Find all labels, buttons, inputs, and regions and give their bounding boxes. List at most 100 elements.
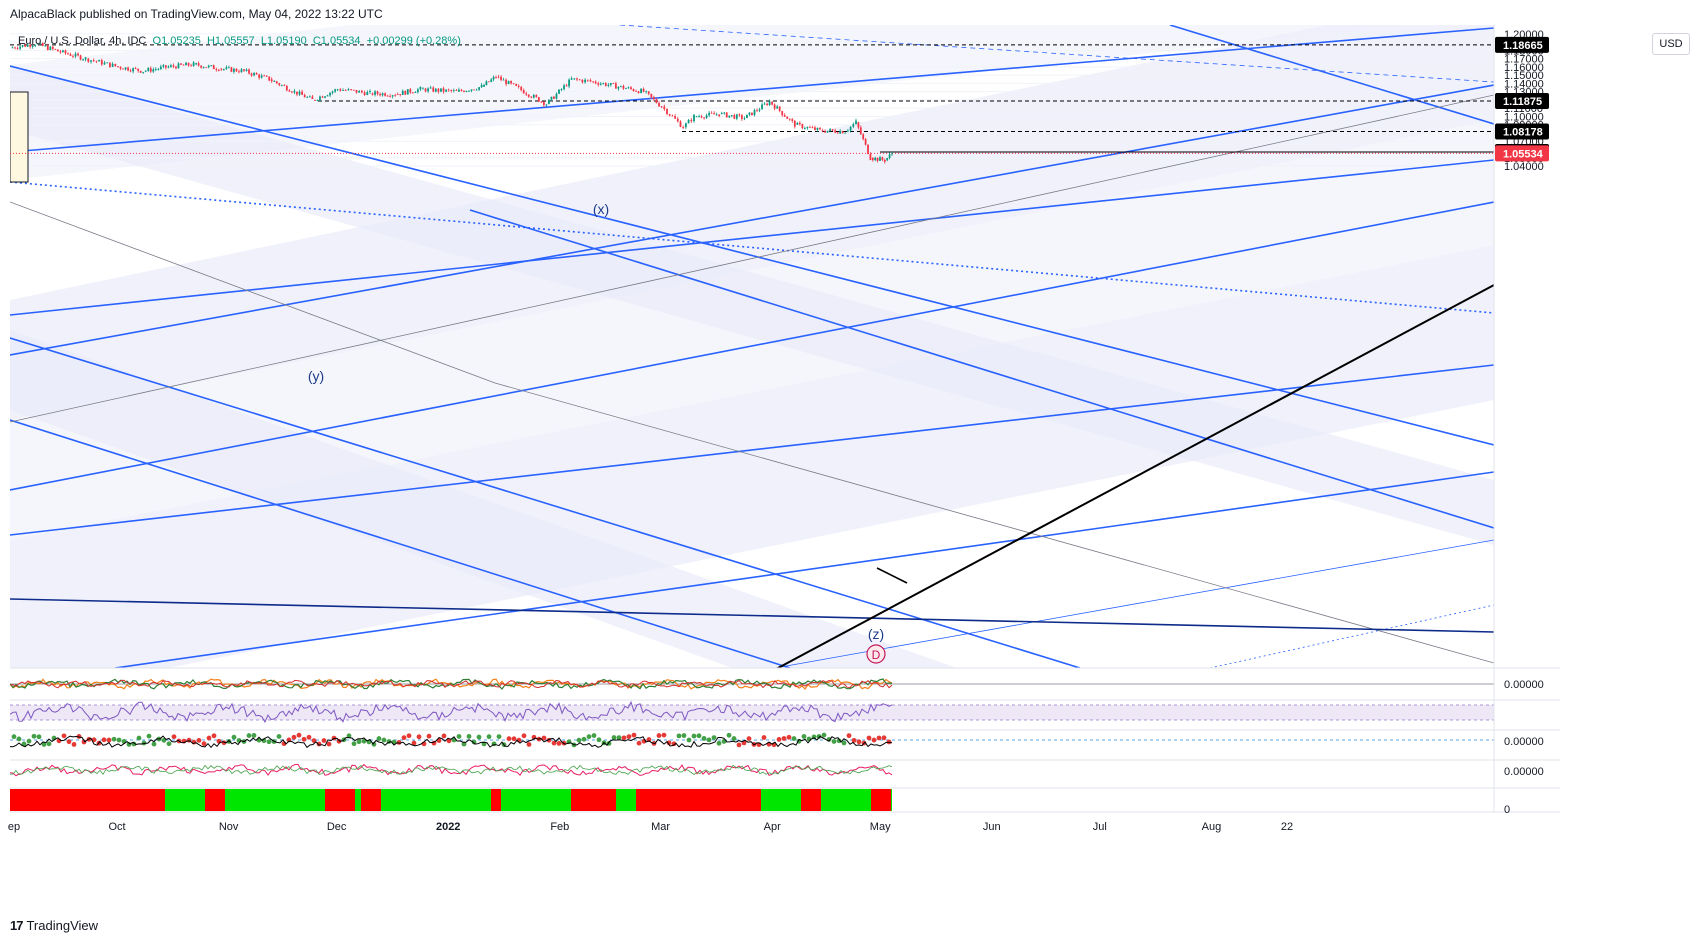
candle-body [314,99,316,101]
candle-body [597,83,600,85]
candle-body [280,85,283,86]
candle-body [31,46,34,47]
candle-body [609,83,612,85]
candle-body [164,65,167,68]
range-box [10,91,29,183]
candle-body [607,84,610,86]
indicator-dot [821,732,827,738]
candle-body [781,111,784,116]
price-tag-label: 1.08178 [1503,127,1543,139]
candle-body [452,90,455,92]
candle-body [839,131,842,134]
candle-body [24,45,27,47]
candle-body [829,129,831,131]
indicator-dot [461,741,467,747]
indicator-dot [881,735,887,741]
candle-body [768,101,771,105]
tradingview-logo-icon: 17 [10,918,24,933]
indicator-dot [526,742,532,747]
candle-body [743,118,746,120]
candle-body [876,157,879,161]
y-tick-label: 1.04000 [1504,161,1544,173]
indicator-dot [81,739,87,745]
indicator-dot [266,739,272,745]
indicator-dot [816,734,822,739]
price-tag-label: 1.18665 [1503,40,1543,52]
indicator-value: 0.00000 [1504,679,1544,691]
x-tick-label: 22 [1281,821,1293,833]
indicator-dot [506,736,512,742]
candle-body [74,53,77,57]
candle-body [129,70,132,72]
candle-body [376,91,379,94]
indicator-dot [586,734,592,740]
price-tag-label: 1.11875 [1503,96,1542,108]
tradingview-brand[interactable]: 17 TradingView [10,918,98,933]
candle-body [288,90,291,92]
candle-body [95,60,98,62]
indicator-dot [316,741,322,747]
indicator-dot [726,732,732,738]
candle-body [275,81,278,84]
indicator-dot [871,737,877,743]
indicator-dot [136,735,142,741]
candle-body [502,79,505,81]
candle-body [725,112,728,118]
symbol-name[interactable]: Euro / U.S. Dollar, 4h, IDC [18,35,147,47]
indicator-dot [196,738,202,743]
candle-body [798,122,801,125]
candle-body [329,92,331,96]
indicator-dot [311,738,317,744]
candle-body [358,90,361,93]
indicator-dot [411,740,417,746]
candle-body [273,81,276,82]
indicator-dot [351,741,357,747]
indicator-axis: 0.00000 0.00000 0.00000 0 [1504,679,1544,816]
trendlines[interactable] [10,25,1494,668]
candle-body [379,93,381,96]
candle-body [41,42,44,46]
candle-body [771,101,774,105]
indicator-dot [71,742,77,747]
candle-body [655,99,658,104]
trendline [10,419,791,668]
candle-body [344,90,347,91]
candle-body [16,48,19,50]
candle-body [535,95,538,98]
candle-body [106,62,109,64]
candle-body [440,88,442,92]
x-axis[interactable]: ep Oct Nov Dec 2022 Feb Mar Apr May Jun Jul Aug 22 [8,821,1293,833]
candle-body [515,83,518,86]
candle-body [411,92,414,94]
candle-body [685,123,687,128]
candle-body [347,89,350,91]
histogram-block [205,789,225,811]
currency-button[interactable]: USD [1652,33,1690,55]
candle-body [532,95,535,98]
x-tick-label: Jul [1093,821,1107,833]
indicator-dot [591,733,597,738]
candle-body [679,121,682,127]
candle-body [841,131,844,134]
indicator-dot [471,739,477,745]
indicator-dot [31,733,37,739]
candle-body [530,96,533,98]
candle-body [212,65,215,70]
candle-body [589,80,592,82]
candle-body [766,103,768,105]
candle-body [185,62,187,66]
candle-body [510,80,513,84]
candle-body [170,65,172,67]
candle-body [715,114,718,116]
indicator-dot [851,737,857,743]
indicator-dot [576,737,582,743]
candle-body [250,73,253,76]
indicator-dot [636,740,642,746]
trendline [10,201,1494,491]
candle-body [563,85,565,90]
candle-body [334,89,336,92]
candle-body [652,97,655,100]
candle-body [248,69,250,74]
